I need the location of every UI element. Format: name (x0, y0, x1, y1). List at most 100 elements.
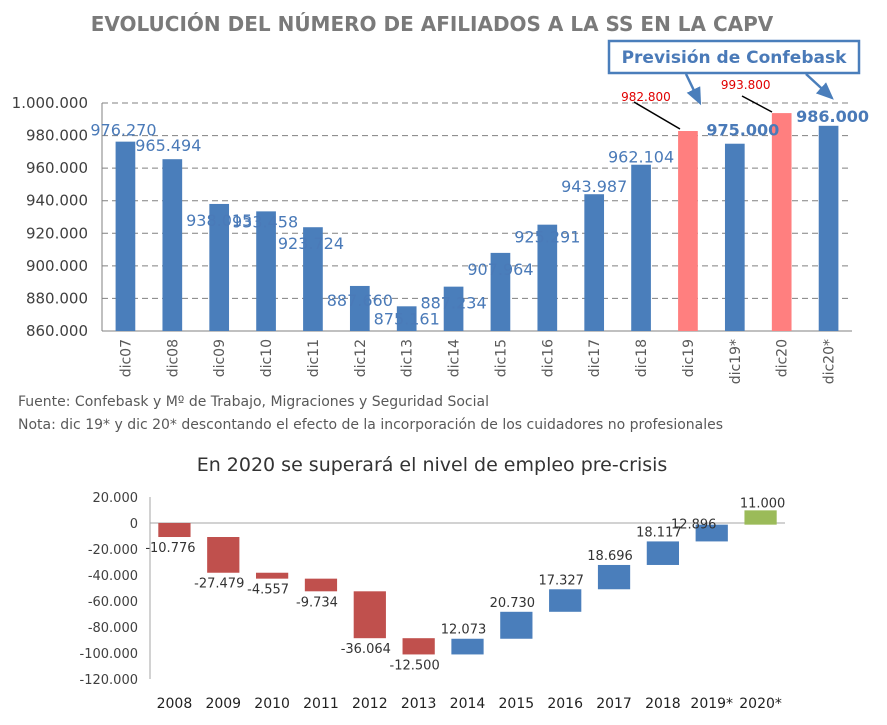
chart2-data-label: -10.776 (145, 541, 195, 556)
chart2-data-label: 17.327 (538, 573, 584, 588)
chart2-y-tick-label: -100.000 (80, 647, 138, 662)
chart2-data-label: 20.730 (490, 596, 536, 611)
chart2-y-tick-label: -80.000 (88, 621, 138, 636)
chart1-bar (349, 285, 370, 331)
leader-line-dic19 (633, 101, 681, 130)
chart2-bar (304, 578, 338, 592)
chart1-y-tick-label: 860.000 (26, 322, 88, 340)
chart2-bar (500, 611, 533, 639)
chart1-x-tick-label: dic14 (447, 339, 463, 377)
chart2-bar (402, 638, 435, 655)
chart1-bars (115, 113, 839, 332)
chart1-bar (396, 306, 417, 331)
chart1-data-label: 907.964 (467, 260, 533, 279)
chart1-x-tick-label: dic09 (212, 339, 228, 377)
chart1-x-tick-label: dic20 (775, 339, 791, 377)
chart2-x-tick-label: 2017 (596, 696, 632, 712)
chart1-x-tick-label: dic11 (306, 339, 322, 377)
chart1-x-tick-label: dic18 (634, 339, 650, 377)
leader-line-dic20 (741, 95, 773, 113)
chart2-y-tick-label: -20.000 (88, 543, 138, 558)
chart1-data-label: 938.015 (186, 211, 252, 230)
chart2-bar (158, 523, 191, 538)
chart1-bar (818, 125, 839, 331)
chart2-data-labels: -10.776 -27.479 -4.557 -9.734 -36.064-12.500… (145, 496, 785, 673)
chart1-x-tick-label: dic19 (681, 339, 697, 377)
chart1-bar (490, 252, 511, 331)
chart2-x-tick-label: 2011 (303, 696, 339, 712)
chart2-data-label: 18.696 (587, 549, 633, 564)
chart1-x-tick-label: dic10 (259, 339, 275, 377)
chart1-annotations: Previsión de Confebask (607, 39, 861, 130)
chart1-y-tick-label: 900.000 (26, 257, 88, 275)
chart1-bar (256, 211, 276, 331)
chart2-x-tick-label: 2012 (352, 696, 388, 712)
chart2-axes (149, 497, 785, 679)
chart1-x-tick-label: dic12 (353, 339, 369, 377)
chart2-y-tick-label: -60.000 (88, 595, 138, 610)
chart1-bar (771, 113, 792, 332)
chart1-x-tick-label: dic16 (540, 339, 556, 377)
chart1-data-label: 933.458 (232, 212, 298, 231)
chart2-bar (646, 541, 680, 565)
chart1-bar (584, 194, 605, 331)
chart1-x-tick-label: dic08 (165, 339, 181, 377)
chart2-bar (744, 510, 777, 525)
chart1-data-label: 887.234 (420, 294, 486, 313)
chart2-y-tick-label: -120.000 (80, 673, 138, 688)
chart1-x-tick-label: dic19* (728, 339, 744, 384)
chart1-bar (678, 131, 698, 331)
chart1-data-label: 975.000 (706, 121, 779, 140)
chart2-bars (158, 510, 777, 655)
chart1-y-tick-label: 920.000 (26, 224, 88, 242)
chart2-x-tick-label: 2009 (205, 696, 241, 712)
chart1-data-label: 923.724 (278, 234, 344, 253)
chart2-data-label: 12.896 (671, 518, 717, 533)
chart1-data-label: 962.104 (608, 148, 674, 167)
prevision-arrow-right (805, 73, 834, 100)
chart2-x-tick-label: 2020* (739, 696, 782, 712)
chart2-data-label: -27.479 (194, 577, 244, 592)
chart1-x-tick-label: dic07 (118, 339, 134, 377)
chart2-title: En 2020 se superará el nivel de empleo p… (197, 454, 668, 476)
prevision-arrow-left (684, 73, 702, 106)
chart1-data-label: 887.660 (327, 291, 393, 310)
chart1-bar (443, 286, 464, 331)
chart1-bar (631, 164, 651, 331)
chart2-y-tick-label: 0 (130, 517, 138, 532)
chart2-y-axis: -120.000 -100.000 -80.000 -60.000 -40.000 -20… (80, 491, 138, 688)
chart2-bar (597, 564, 631, 590)
prevision-box (607, 39, 861, 75)
chart1-y-tick-label: 1.000.000 (12, 94, 88, 112)
chart1-bar (115, 141, 136, 331)
chart1-bar (303, 227, 323, 331)
chart2-bar (451, 638, 484, 655)
chart1-data-label: 965.494 (135, 136, 201, 155)
chart2-x-tick-label: 2015 (499, 696, 535, 712)
chart1-x-tick-label: dic20* (822, 339, 838, 384)
chart1-x-axis: dic07 dic08 dic09 dic10 dic11 dic12 dic13 dic14… (118, 339, 837, 384)
chart1-y-tick-label: 960.000 (26, 159, 88, 177)
chart1-bar (537, 224, 558, 331)
chart2-y-tick-label: -40.000 (88, 569, 138, 584)
chart2-y-tick-label: 20.000 (93, 491, 139, 506)
chart1-data-label: 993.800 (721, 78, 771, 92)
chart1-bar (162, 159, 183, 331)
source-note: Fuente: Confebask y Mº de Trabajo, Migra… (18, 394, 489, 410)
chart1-title: EVOLUCIÓN DEL NÚMERO DE AFILIADOS A LA S… (91, 12, 774, 36)
chart1-x-tick-label: dic13 (400, 339, 416, 377)
chart1-y-axis: 860.000 880.000 900.000 920.000 940.000 960.0… (12, 94, 88, 340)
chart2-data-label: 18.117 (636, 525, 682, 540)
chart2-x-tick-label: 2018 (645, 696, 681, 712)
chart2-x-tick-label: 2016 (547, 696, 583, 712)
chart2-bar (255, 572, 289, 579)
methodology-note: Nota: dic 19* y dic 20* descontando el e… (18, 417, 723, 433)
chart2-bar (353, 591, 386, 639)
chart2-data-label: -9.734 (296, 595, 338, 610)
chart1-data-label: 976.270 (90, 121, 156, 140)
chart1-y-tick-label: 980.000 (26, 127, 88, 145)
chart1-data-label: 986.000 (796, 107, 869, 126)
